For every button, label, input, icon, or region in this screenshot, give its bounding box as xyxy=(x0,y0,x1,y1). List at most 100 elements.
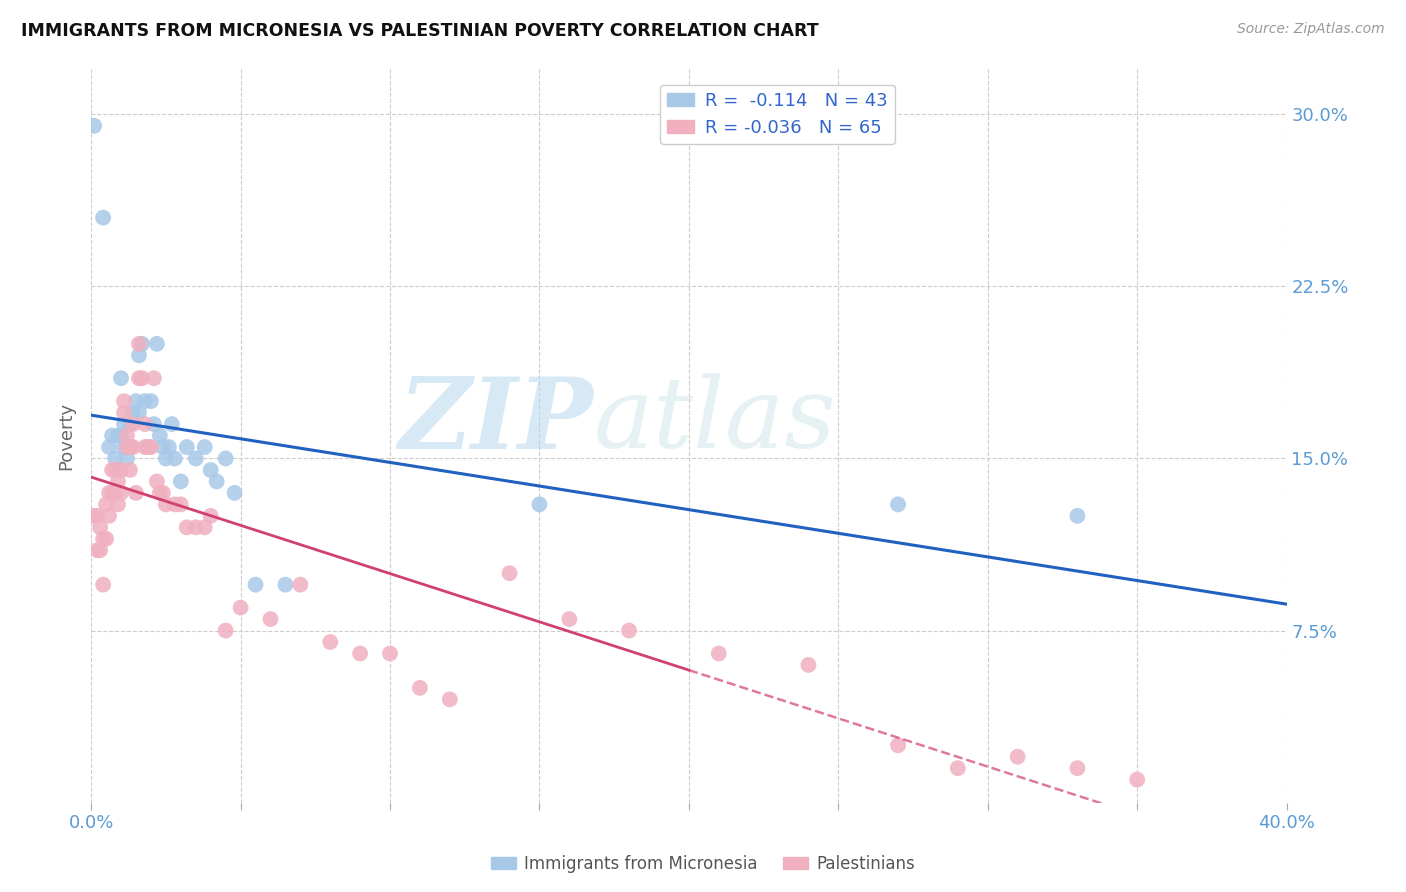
Point xyxy=(274,577,297,591)
Point xyxy=(155,451,177,466)
Text: atlas: atlas xyxy=(593,373,837,468)
Point xyxy=(107,475,129,489)
Point xyxy=(176,440,198,454)
Point xyxy=(110,428,132,442)
Legend: Immigrants from Micronesia, Palestinians: Immigrants from Micronesia, Palestinians xyxy=(485,848,921,880)
Point xyxy=(107,428,129,442)
Point xyxy=(128,371,150,385)
Point xyxy=(104,463,127,477)
Point xyxy=(115,428,138,442)
Y-axis label: Poverty: Poverty xyxy=(58,401,75,469)
Point xyxy=(1126,772,1149,787)
Point xyxy=(134,417,156,431)
Point xyxy=(122,417,145,431)
Point xyxy=(170,497,193,511)
Point xyxy=(112,406,135,420)
Point xyxy=(115,440,138,454)
Point xyxy=(83,508,105,523)
Point xyxy=(83,119,105,133)
Point xyxy=(125,394,148,409)
Point xyxy=(146,475,169,489)
Point xyxy=(1007,749,1029,764)
Point xyxy=(104,451,127,466)
Point xyxy=(118,440,141,454)
Point xyxy=(214,624,236,638)
Point xyxy=(131,371,153,385)
Point xyxy=(149,486,172,500)
Point xyxy=(157,440,180,454)
Point xyxy=(91,577,114,591)
Point xyxy=(112,440,135,454)
Point xyxy=(1066,761,1088,775)
Point xyxy=(118,440,141,454)
Point xyxy=(86,543,108,558)
Point xyxy=(290,577,312,591)
Point xyxy=(184,451,207,466)
Point xyxy=(107,497,129,511)
Point xyxy=(142,417,165,431)
Point xyxy=(122,406,145,420)
Point xyxy=(142,371,165,385)
Point xyxy=(91,211,114,225)
Point xyxy=(139,440,162,454)
Point xyxy=(184,520,207,534)
Point xyxy=(205,475,228,489)
Point xyxy=(155,497,177,511)
Point xyxy=(245,577,267,591)
Point xyxy=(224,486,246,500)
Point xyxy=(110,463,132,477)
Point xyxy=(101,463,124,477)
Point xyxy=(122,440,145,454)
Point xyxy=(887,738,910,752)
Point xyxy=(1066,508,1088,523)
Point xyxy=(136,440,159,454)
Point xyxy=(118,463,141,477)
Point xyxy=(229,600,252,615)
Point xyxy=(146,336,169,351)
Point xyxy=(86,508,108,523)
Point xyxy=(134,394,156,409)
Point xyxy=(149,428,172,442)
Point xyxy=(104,486,127,500)
Point xyxy=(118,417,141,431)
Point xyxy=(319,635,342,649)
Point xyxy=(115,440,138,454)
Legend: R =  -0.114   N = 43, R = -0.036   N = 65: R = -0.114 N = 43, R = -0.036 N = 65 xyxy=(659,85,896,145)
Point xyxy=(98,508,121,523)
Point xyxy=(259,612,281,626)
Point xyxy=(139,394,162,409)
Point xyxy=(128,348,150,362)
Point xyxy=(498,566,520,581)
Point xyxy=(89,520,111,534)
Point xyxy=(98,440,121,454)
Point xyxy=(91,532,114,546)
Point xyxy=(101,486,124,500)
Point xyxy=(349,647,371,661)
Point xyxy=(152,440,174,454)
Point xyxy=(125,486,148,500)
Point xyxy=(409,681,432,695)
Text: IMMIGRANTS FROM MICRONESIA VS PALESTINIAN POVERTY CORRELATION CHART: IMMIGRANTS FROM MICRONESIA VS PALESTINIA… xyxy=(21,22,818,40)
Point xyxy=(194,440,217,454)
Point xyxy=(946,761,969,775)
Point xyxy=(112,417,135,431)
Point xyxy=(115,451,138,466)
Point xyxy=(170,475,193,489)
Point xyxy=(136,440,159,454)
Point xyxy=(529,497,551,511)
Point xyxy=(94,497,117,511)
Point xyxy=(112,394,135,409)
Point xyxy=(378,647,401,661)
Point xyxy=(131,336,153,351)
Point xyxy=(617,624,640,638)
Point xyxy=(797,657,820,672)
Point xyxy=(887,497,910,511)
Point xyxy=(89,543,111,558)
Point xyxy=(558,612,581,626)
Point xyxy=(134,440,156,454)
Point xyxy=(194,520,217,534)
Point xyxy=(200,508,222,523)
Point xyxy=(163,497,186,511)
Point xyxy=(439,692,461,706)
Point xyxy=(200,463,222,477)
